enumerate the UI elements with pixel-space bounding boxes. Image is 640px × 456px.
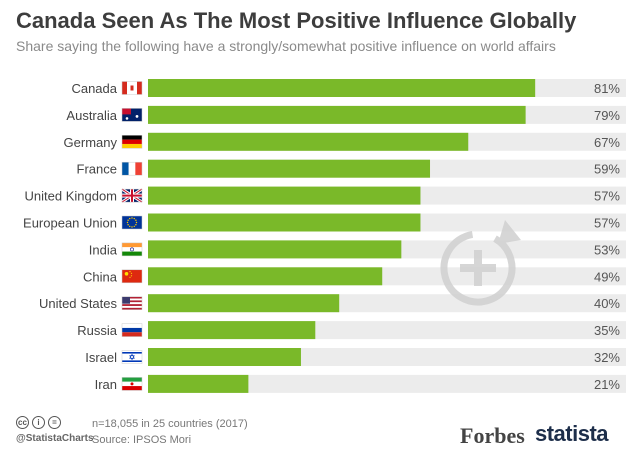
chart-subtitle: Share saying the following have a strong… xyxy=(16,38,556,54)
creative-commons-icon: cc xyxy=(16,416,29,429)
chart-row: Iran 21% xyxy=(95,374,626,393)
bar-european-union[interactable] xyxy=(148,213,421,232)
category-label: Iran xyxy=(95,377,117,392)
category-label: Russia xyxy=(77,323,118,338)
chart-row: France 59% xyxy=(77,159,626,178)
value-label: 35% xyxy=(594,323,620,338)
flag-icon xyxy=(121,242,143,257)
chart-row: United Kingdom 57% xyxy=(25,186,626,205)
chart-title: Canada Seen As The Most Positive Influen… xyxy=(16,8,577,33)
flag-icon xyxy=(121,81,143,95)
value-label: 59% xyxy=(594,162,620,177)
category-label: Germany xyxy=(64,135,118,150)
flag-icon xyxy=(121,296,143,310)
bar-russia[interactable] xyxy=(148,321,316,340)
category-label: United States xyxy=(39,296,118,311)
flag-icon xyxy=(121,323,143,337)
forbes-logo[interactable]: Forbes xyxy=(460,423,525,448)
chart-row: Russia 35% xyxy=(77,321,626,340)
bar-iran[interactable] xyxy=(148,374,249,393)
value-label: 79% xyxy=(594,108,620,123)
value-label: 57% xyxy=(594,189,620,204)
watermark-plus-icon xyxy=(440,220,521,306)
flag-icon xyxy=(121,187,143,204)
value-label: 57% xyxy=(594,216,620,231)
bar-australia[interactable] xyxy=(148,105,526,124)
chart-row: India 53% xyxy=(89,240,626,259)
value-label: 53% xyxy=(594,242,620,257)
chart-row: Germany 67% xyxy=(64,132,626,151)
flag-icon xyxy=(121,108,143,122)
flag-icon xyxy=(121,161,143,176)
attribution-icon: i xyxy=(32,416,45,429)
category-label: China xyxy=(83,269,118,284)
chart-row: Australia 79% xyxy=(66,105,626,124)
category-label: European Union xyxy=(23,216,117,231)
value-label: 67% xyxy=(594,135,620,150)
category-label: India xyxy=(89,242,118,257)
statista-handle: @StatistaCharts xyxy=(16,433,94,444)
flag-icon xyxy=(121,135,143,149)
flag-icon xyxy=(121,377,143,391)
sample-note: n=18,055 in 25 countries (2017) xyxy=(92,418,248,430)
value-label: 49% xyxy=(594,269,620,284)
bar-chart: Canada 81% Australia 79% Germany 67% France 59%… xyxy=(23,79,626,393)
flag-icon xyxy=(121,215,143,230)
chart-row: European Union 57% xyxy=(23,213,626,232)
bar-israel[interactable] xyxy=(148,348,301,366)
bar-canada[interactable] xyxy=(148,79,536,97)
bar-india[interactable] xyxy=(148,240,402,259)
no-derivatives-icon: = xyxy=(48,416,61,429)
category-label: United Kingdom xyxy=(25,189,118,204)
chart-row: United States 40% xyxy=(39,294,626,313)
chart-row: Israel 32% xyxy=(85,348,626,366)
chart-row: China 49% xyxy=(83,267,626,286)
flag-icon xyxy=(121,269,143,284)
value-label: 81% xyxy=(594,81,620,96)
chart-row: Canada 81% xyxy=(71,79,626,97)
bar-track xyxy=(148,374,626,393)
statista-logo[interactable]: statista xyxy=(535,421,609,446)
bar-france[interactable] xyxy=(148,159,431,178)
bar-united-kingdom[interactable] xyxy=(148,186,421,205)
license-icons: cc i = xyxy=(16,416,61,429)
value-label: 32% xyxy=(594,350,620,365)
category-label: France xyxy=(77,162,117,177)
category-label: Australia xyxy=(66,108,117,123)
bar-germany[interactable] xyxy=(148,132,469,151)
bar-united-states[interactable] xyxy=(148,294,340,313)
source-note: Source: IPSOS Mori xyxy=(92,434,192,446)
flag-icon xyxy=(121,350,143,364)
value-label: 40% xyxy=(594,296,620,311)
value-label: 21% xyxy=(594,377,620,392)
bar-china[interactable] xyxy=(148,267,383,286)
category-label: Israel xyxy=(85,350,117,365)
category-label: Canada xyxy=(71,81,117,96)
